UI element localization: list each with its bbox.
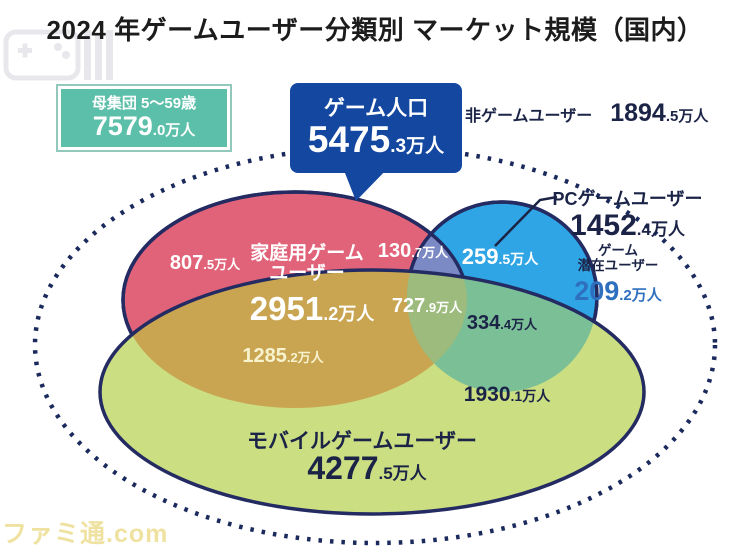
- console-users-value: 2951.2万人: [249, 290, 375, 327]
- mobile-users-value: 4277.5万人: [307, 450, 427, 486]
- population-label: 母集団 5～59歳: [91, 95, 197, 112]
- potential-users-label-line2: 潜在ユーザー: [577, 258, 659, 273]
- console-mobile-overlap: [123, 270, 467, 408]
- population-box: 母集団 5～59歳 7579.0万人: [58, 86, 230, 150]
- potential-users-label-line1: ゲーム: [597, 243, 639, 258]
- game-population-bubble: ゲーム人口 5475.3万人: [290, 83, 462, 173]
- region-console-mobile-value: 1285.2万人: [242, 345, 324, 367]
- non-game-users-value: 1894.5万人: [610, 99, 709, 127]
- famitsu-text-watermark: ファミ通.com: [2, 520, 169, 548]
- region-pc-mobile-value: 334.4万人: [466, 312, 538, 334]
- console-users-label: 家庭用ゲーム ユーザー: [250, 243, 364, 284]
- page-title: 2024 年ゲームユーザー分類別 マーケット規模（国内）: [46, 15, 704, 45]
- population-value: 7579.0万人: [92, 111, 196, 141]
- famitsu-logo-watermark: [3, 29, 113, 81]
- game-population-label: ゲーム人口: [323, 96, 429, 120]
- pc-users-block: PCゲームユーザー 1452.4万人: [545, 185, 710, 245]
- pc-callout-line: [494, 195, 558, 247]
- non-game-users: 非ゲームユーザー 1894.5万人: [465, 99, 708, 128]
- region-console-only-value: 807.5万人: [169, 252, 241, 274]
- region-all-three-value: 727.9万人: [391, 295, 463, 317]
- region-mobile-only-value: 1930.1万人: [463, 383, 551, 406]
- game-population-value: 5475.3万人: [307, 118, 445, 160]
- bubble-pointer: [343, 168, 388, 201]
- potential-users-block: ゲーム 潜在ユーザー 209.2万人: [558, 243, 678, 307]
- region-console-pc-value: 130.7万人: [377, 240, 449, 262]
- mobile-users-label: モバイルゲームユーザー: [247, 430, 477, 453]
- region-pc-only-value: 259.5万人: [461, 244, 539, 269]
- pc-users-label: PCゲームユーザー: [552, 189, 703, 209]
- potential-users-value: 209.2万人: [574, 276, 662, 306]
- non-game-users-label: 非ゲームユーザー: [465, 108, 593, 125]
- pc-mobile-overlap: [407, 270, 597, 392]
- pc-users-value: 1452.4万人: [570, 209, 685, 242]
